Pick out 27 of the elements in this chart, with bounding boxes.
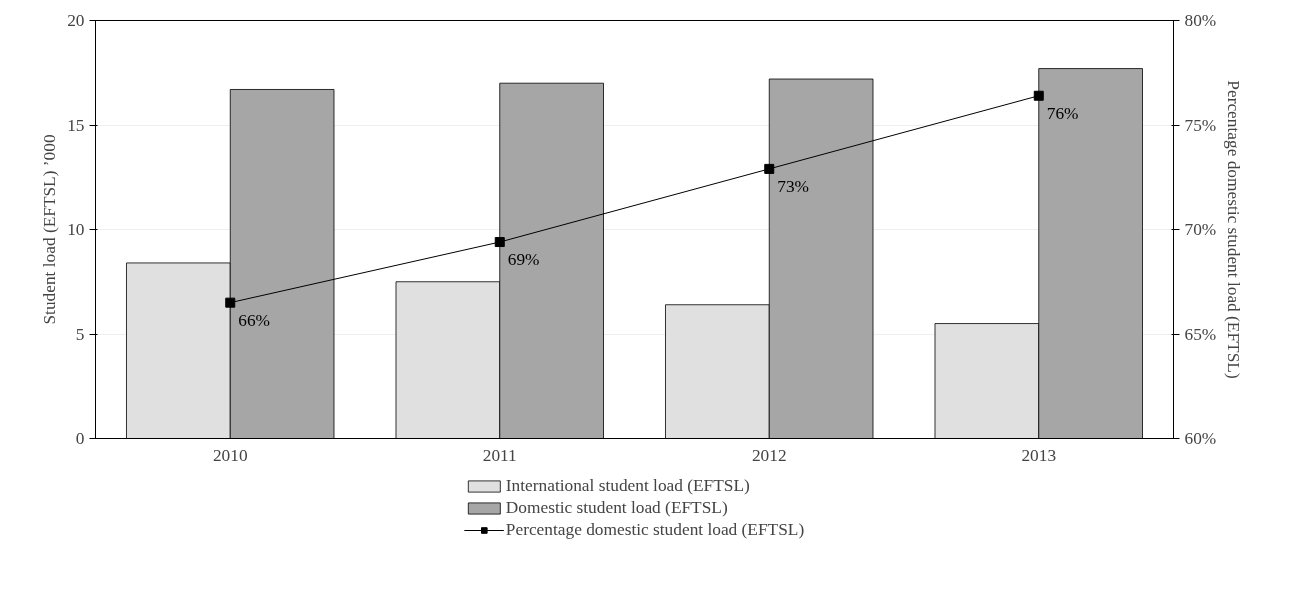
y2-tick-label: 60%	[1184, 429, 1217, 448]
y2-axis-title: Percentage domestic student load (EFTSL)	[1224, 80, 1244, 379]
legend-label: International student load (EFTSL)	[505, 476, 750, 496]
y2-tick-label: 75%	[1184, 115, 1217, 135]
y-axis-title: Student load (EFTSL) ’000	[40, 134, 60, 325]
y-tick-label: 0	[75, 429, 85, 448]
x-tick-label: 2011	[482, 445, 517, 465]
legend-label: Domestic student load (EFTSL)	[505, 498, 728, 518]
point	[494, 237, 505, 248]
y-tick-label: 10	[67, 220, 85, 239]
y2-tick-label: 65%	[1184, 324, 1217, 344]
y2-tick-label: 70%	[1184, 220, 1217, 239]
x-tick-label: 2010	[212, 445, 248, 465]
point	[764, 163, 775, 174]
data-label: 69%	[507, 250, 540, 270]
data-label: 73%	[777, 176, 810, 196]
x-tick-label: 2012	[751, 445, 787, 465]
data-label: 66%	[238, 310, 271, 330]
legend-label: Percentage domestic student load (EFTSL)	[505, 520, 805, 540]
point	[225, 297, 236, 308]
data-label: 76%	[1046, 103, 1079, 123]
y-tick-label: 20	[67, 11, 85, 30]
y-tick-label: 5	[75, 324, 85, 344]
y-tick-label: 15	[67, 115, 85, 135]
point	[1033, 90, 1044, 101]
y2-tick-label: 80%	[1184, 11, 1217, 30]
x-tick-label: 2013	[1021, 445, 1057, 465]
